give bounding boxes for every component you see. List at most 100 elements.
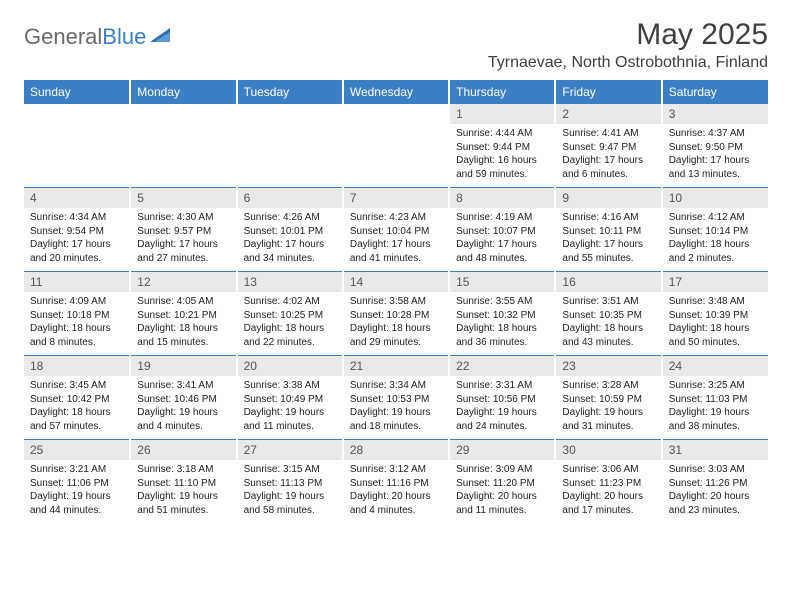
- calendar-week: 4Sunrise: 4:34 AMSunset: 9:54 PMDaylight…: [24, 188, 768, 272]
- day-number: 8: [450, 188, 554, 208]
- sunset-line: Sunset: 10:28 PM: [350, 309, 442, 323]
- day-body: Sunrise: 3:18 AMSunset: 11:10 PMDaylight…: [131, 463, 235, 521]
- daylight-line: Daylight: 20 hours and 11 minutes.: [456, 490, 548, 517]
- day-body: Sunrise: 3:03 AMSunset: 11:26 PMDaylight…: [663, 463, 768, 521]
- day-body: Sunrise: 3:45 AMSunset: 10:42 PMDaylight…: [24, 379, 129, 437]
- calendar-week: 1Sunrise: 4:44 AMSunset: 9:44 PMDaylight…: [24, 104, 768, 188]
- daylight-line: Daylight: 20 hours and 23 minutes.: [669, 490, 762, 517]
- calendar-cell: 27Sunrise: 3:15 AMSunset: 11:13 PMDaylig…: [237, 440, 343, 524]
- weekday-row: SundayMondayTuesdayWednesdayThursdayFrid…: [24, 80, 768, 104]
- sunset-line: Sunset: 10:35 PM: [562, 309, 654, 323]
- sunrise-line: Sunrise: 4:44 AM: [456, 127, 548, 141]
- daylight-line: Daylight: 19 hours and 4 minutes.: [137, 406, 229, 433]
- day-body: Sunrise: 4:05 AMSunset: 10:21 PMDaylight…: [131, 295, 235, 353]
- weekday-header: Saturday: [662, 80, 768, 104]
- calendar-cell: 25Sunrise: 3:21 AMSunset: 11:06 PMDaylig…: [24, 440, 130, 524]
- calendar-body: 1Sunrise: 4:44 AMSunset: 9:44 PMDaylight…: [24, 104, 768, 523]
- logo-word-1: General: [24, 24, 102, 49]
- sunrise-line: Sunrise: 4:09 AM: [30, 295, 123, 309]
- day-body: [131, 127, 235, 131]
- calendar-cell: [237, 104, 343, 188]
- sunset-line: Sunset: 11:26 PM: [669, 477, 762, 491]
- sunset-line: Sunset: 10:56 PM: [456, 393, 548, 407]
- calendar-cell: 2Sunrise: 4:41 AMSunset: 9:47 PMDaylight…: [555, 104, 661, 188]
- calendar-cell: 7Sunrise: 4:23 AMSunset: 10:04 PMDayligh…: [343, 188, 449, 272]
- calendar-cell: 9Sunrise: 4:16 AMSunset: 10:11 PMDayligh…: [555, 188, 661, 272]
- sunset-line: Sunset: 10:53 PM: [350, 393, 442, 407]
- day-number: 27: [238, 440, 342, 460]
- day-body: Sunrise: 3:55 AMSunset: 10:32 PMDaylight…: [450, 295, 554, 353]
- sunset-line: Sunset: 10:42 PM: [30, 393, 123, 407]
- daylight-line: Daylight: 17 hours and 6 minutes.: [562, 154, 654, 181]
- calendar-cell: 18Sunrise: 3:45 AMSunset: 10:42 PMDaylig…: [24, 356, 130, 440]
- sunset-line: Sunset: 10:21 PM: [137, 309, 229, 323]
- calendar-cell: [130, 104, 236, 188]
- day-number: 31: [663, 440, 768, 460]
- sunset-line: Sunset: 9:50 PM: [669, 141, 762, 155]
- day-body: Sunrise: 4:30 AMSunset: 9:57 PMDaylight:…: [131, 211, 235, 269]
- day-body: Sunrise: 3:09 AMSunset: 11:20 PMDaylight…: [450, 463, 554, 521]
- sunrise-line: Sunrise: 3:28 AM: [562, 379, 654, 393]
- sunset-line: Sunset: 10:32 PM: [456, 309, 548, 323]
- day-body: Sunrise: 4:37 AMSunset: 9:50 PMDaylight:…: [663, 127, 768, 185]
- sunrise-line: Sunrise: 3:31 AM: [456, 379, 548, 393]
- day-body: Sunrise: 4:41 AMSunset: 9:47 PMDaylight:…: [556, 127, 660, 185]
- sunset-line: Sunset: 10:39 PM: [669, 309, 762, 323]
- daylight-line: Daylight: 20 hours and 4 minutes.: [350, 490, 442, 517]
- calendar-page: GeneralBlue May 2025 Tyrnaevae, North Os…: [0, 0, 792, 541]
- calendar-cell: 17Sunrise: 3:48 AMSunset: 10:39 PMDaylig…: [662, 272, 768, 356]
- day-body: Sunrise: 4:02 AMSunset: 10:25 PMDaylight…: [238, 295, 342, 353]
- calendar-head: SundayMondayTuesdayWednesdayThursdayFrid…: [24, 80, 768, 104]
- day-number: 5: [131, 188, 235, 208]
- sunrise-line: Sunrise: 3:09 AM: [456, 463, 548, 477]
- sunrise-line: Sunrise: 3:15 AM: [244, 463, 336, 477]
- weekday-header: Tuesday: [237, 80, 343, 104]
- day-body: Sunrise: 3:51 AMSunset: 10:35 PMDaylight…: [556, 295, 660, 353]
- location: Tyrnaevae, North Ostrobothnia, Finland: [488, 54, 768, 72]
- daylight-line: Daylight: 18 hours and 22 minutes.: [244, 322, 336, 349]
- sunset-line: Sunset: 11:20 PM: [456, 477, 548, 491]
- day-number: 3: [663, 104, 768, 124]
- sunset-line: Sunset: 10:04 PM: [350, 225, 442, 239]
- daylight-line: Daylight: 16 hours and 59 minutes.: [456, 154, 548, 181]
- daylight-line: Daylight: 18 hours and 36 minutes.: [456, 322, 548, 349]
- sunset-line: Sunset: 10:01 PM: [244, 225, 336, 239]
- calendar-cell: 30 Sunrise: 3:06 AMSunset: 11:23 PMDaylig…: [555, 440, 661, 524]
- day-body: Sunrise: 3:06 AMSunset: 11:23 PMDaylight…: [556, 463, 660, 521]
- day-body: [24, 127, 129, 131]
- sunrise-line: Sunrise: 3:41 AM: [137, 379, 229, 393]
- sunrise-line: Sunrise: 3:18 AM: [137, 463, 229, 477]
- day-number: 10: [663, 188, 768, 208]
- sunrise-line: Sunrise: 4:05 AM: [137, 295, 229, 309]
- day-body: Sunrise: 4:12 AMSunset: 10:14 PMDaylight…: [663, 211, 768, 269]
- daylight-line: Daylight: 18 hours and 8 minutes.: [30, 322, 123, 349]
- calendar-table: SundayMondayTuesdayWednesdayThursdayFrid…: [24, 80, 768, 523]
- sunset-line: Sunset: 10:59 PM: [562, 393, 654, 407]
- sunrise-line: Sunrise: 4:16 AM: [562, 211, 654, 225]
- weekday-header: Monday: [130, 80, 236, 104]
- sunset-line: Sunset: 10:25 PM: [244, 309, 336, 323]
- calendar-cell: 31 Sunrise: 3:03 AMSunset: 11:26 PMDaylig…: [662, 440, 768, 524]
- sunset-line: Sunset: 10:11 PM: [562, 225, 654, 239]
- daylight-line: Daylight: 19 hours and 11 minutes.: [244, 406, 336, 433]
- calendar-cell: 13Sunrise: 4:02 AMSunset: 10:25 PMDaylig…: [237, 272, 343, 356]
- calendar-cell: 16Sunrise: 3:51 AMSunset: 10:35 PMDaylig…: [555, 272, 661, 356]
- calendar-week: 11Sunrise: 4:09 AMSunset: 10:18 PMDaylig…: [24, 272, 768, 356]
- calendar-cell: 4Sunrise: 4:34 AMSunset: 9:54 PMDaylight…: [24, 188, 130, 272]
- sunrise-line: Sunrise: 4:34 AM: [30, 211, 123, 225]
- weekday-header: Friday: [555, 80, 661, 104]
- weekday-header: Sunday: [24, 80, 130, 104]
- day-body: Sunrise: 4:44 AMSunset: 9:44 PMDaylight:…: [450, 127, 554, 185]
- calendar-cell: 3 Sunrise: 4:37 AMSunset: 9:50 PMDaylight…: [662, 104, 768, 188]
- day-number: 26: [131, 440, 235, 460]
- daylight-line: Daylight: 18 hours and 50 minutes.: [669, 322, 762, 349]
- sunrise-line: Sunrise: 3:03 AM: [669, 463, 762, 477]
- sunrise-line: Sunrise: 3:48 AM: [669, 295, 762, 309]
- daylight-line: Daylight: 19 hours and 58 minutes.: [244, 490, 336, 517]
- daylight-line: Daylight: 19 hours and 31 minutes.: [562, 406, 654, 433]
- sunrise-line: Sunrise: 4:02 AM: [244, 295, 336, 309]
- sunset-line: Sunset: 9:47 PM: [562, 141, 654, 155]
- day-body: Sunrise: 3:48 AMSunset: 10:39 PMDaylight…: [663, 295, 768, 353]
- sunset-line: Sunset: 10:18 PM: [30, 309, 123, 323]
- day-number: 30: [556, 440, 660, 460]
